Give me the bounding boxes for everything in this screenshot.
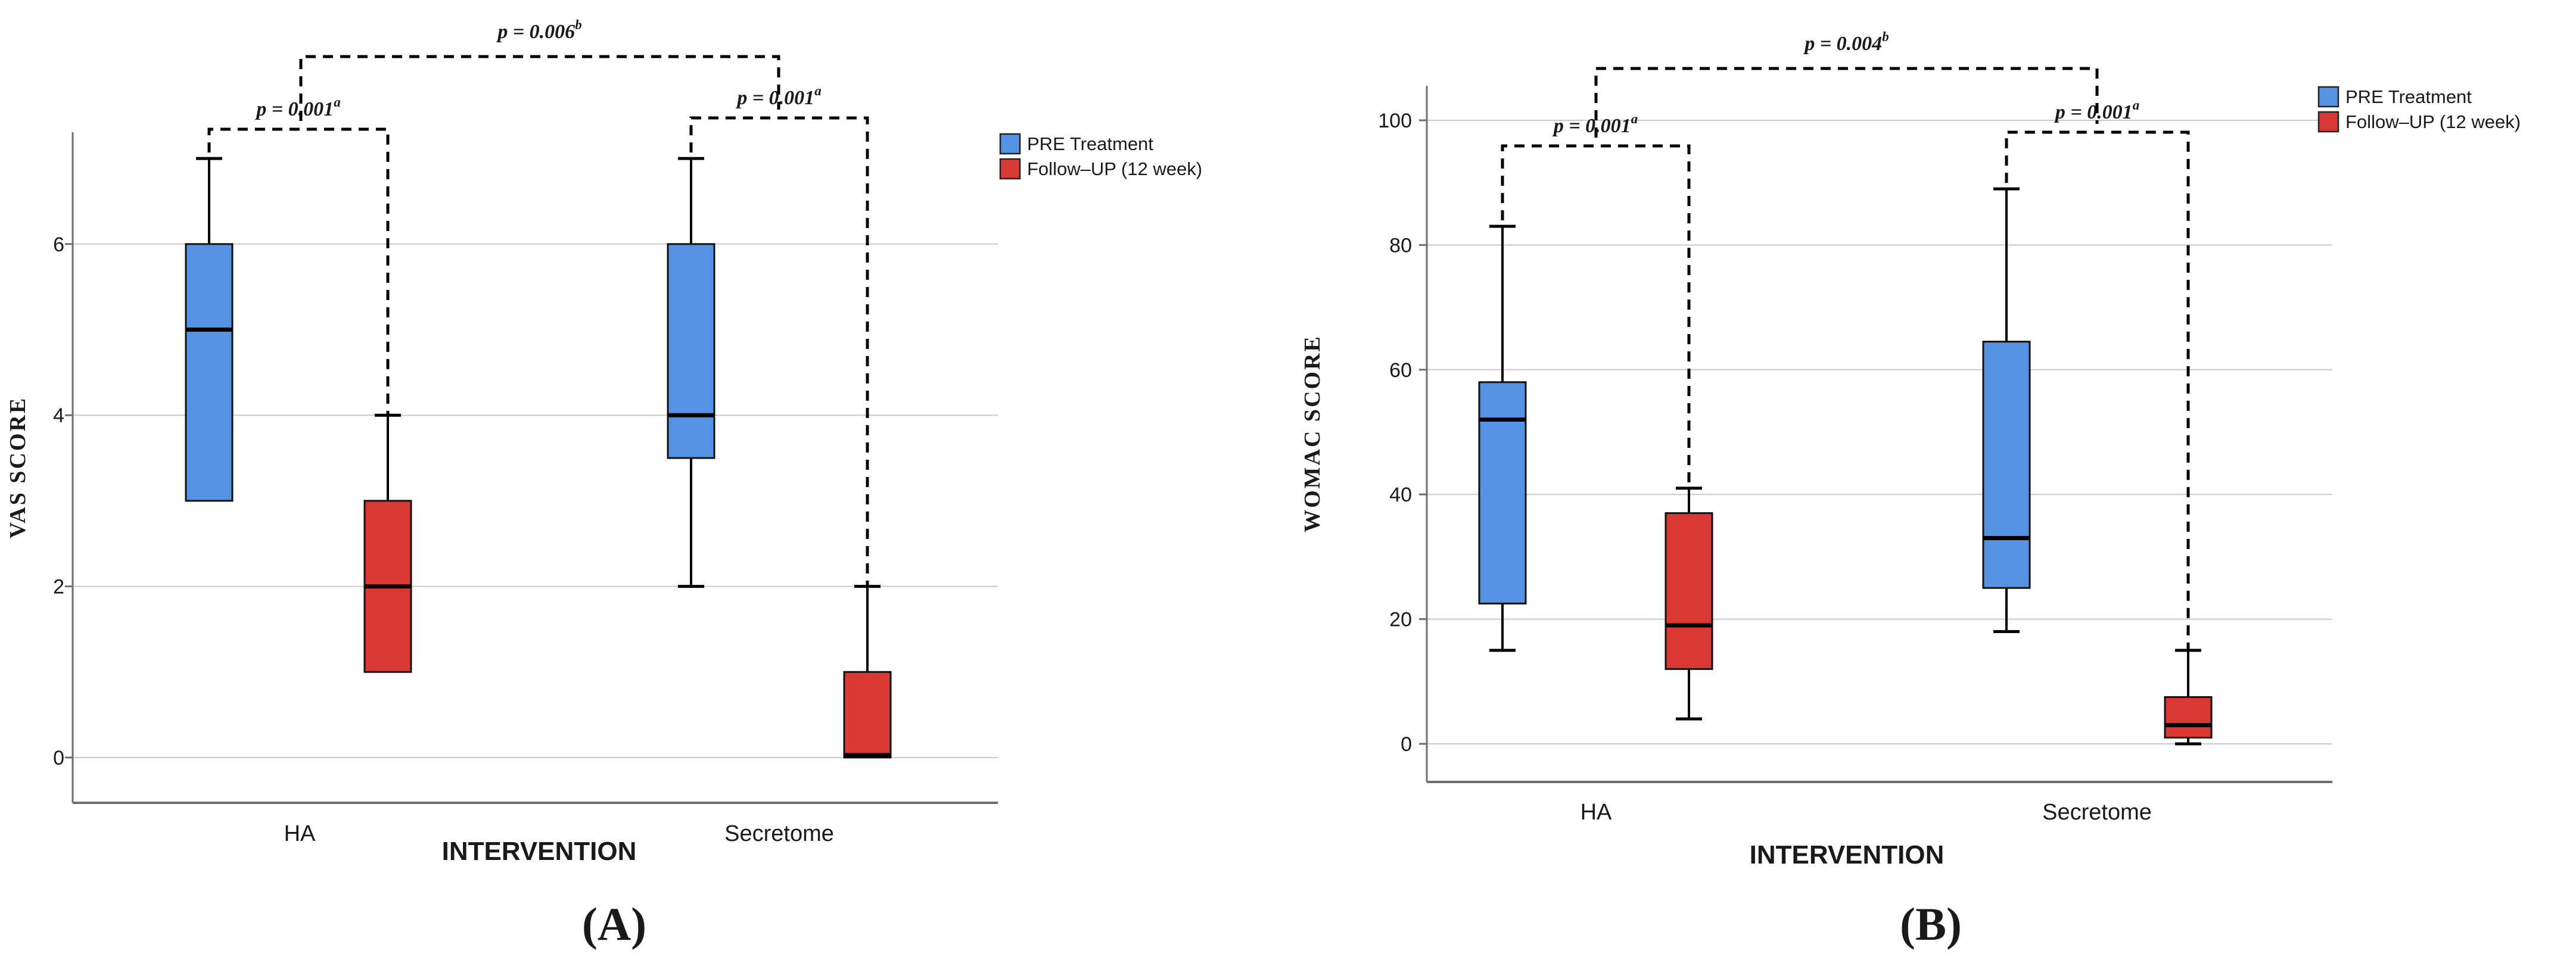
legend-label-PRE: PRE Treatment — [2345, 86, 2472, 107]
box-Follow–UP-Secretome — [2164, 696, 2213, 739]
p-value-label-HA: p = 0.001a — [254, 95, 340, 120]
panel-caption: (B) — [1900, 898, 1962, 950]
legend-label-Follow–UP: Follow–UP (12 week) — [1027, 158, 1202, 179]
legend-label-Follow–UP: Follow–UP (12 week) — [2345, 111, 2521, 132]
box-PRE-Secretome — [667, 243, 715, 459]
legend-swatch-Follow–UP — [2317, 111, 2339, 133]
p-value-label-cross: p = 0.004b — [1803, 29, 1889, 55]
pair-bracket-HA — [1501, 144, 1691, 488]
y-tick-label-0: 0 — [53, 747, 64, 769]
pair-bracket-HA — [207, 127, 390, 416]
pair-bracket-Secretome — [2005, 130, 2190, 650]
legend-label-PRE: PRE Treatment — [1027, 133, 1153, 154]
legend-swatch-PRE — [2317, 86, 2339, 108]
box-PRE-HA — [1478, 381, 1527, 604]
panel-A: 0 2 4 6 VAS SCORE INTERVENTION (A) HA Secretome p… — [5, 17, 1202, 950]
y-axis-title: VAS SCORE — [5, 397, 30, 539]
y-tick-label-0: 0 — [1401, 733, 1412, 756]
y-tick-label-80: 80 — [1389, 234, 1412, 257]
category-label-Secretome: Secretome — [2042, 800, 2152, 825]
x-axis-title: INTERVENTION — [442, 837, 637, 866]
category-label-Secretome: Secretome — [724, 821, 834, 846]
category-label-HA: HA — [284, 821, 316, 846]
legend-swatch-PRE — [999, 133, 1021, 155]
y-tick-label-20: 20 — [1389, 609, 1412, 631]
box-Follow–UP-HA — [1665, 512, 1713, 670]
cross-bracket — [299, 55, 780, 121]
x-axis-title: INTERVENTION — [1750, 840, 1945, 869]
pair-bracket-Secretome — [689, 116, 869, 587]
y-axis-title: WOMAC SCORE — [1300, 335, 1325, 532]
cross-bracket — [1594, 67, 2099, 138]
legend-swatch-Follow–UP — [999, 158, 1021, 180]
box-Follow–UP-Secretome — [843, 671, 892, 759]
y-tick-label-2: 2 — [53, 576, 64, 599]
y-tick-label-60: 60 — [1389, 359, 1412, 382]
panel-B: 0 20 40 60 80 100 WOMAC SCORE INTERVENTION (B) HA… — [1300, 29, 2521, 950]
y-tick-label-100: 100 — [1378, 110, 1412, 132]
y-tick-label-4: 4 — [53, 404, 64, 427]
panel-caption: (A) — [582, 898, 646, 950]
y-tick-label-40: 40 — [1389, 484, 1412, 506]
box-PRE-HA — [185, 243, 234, 502]
category-label-HA: HA — [1581, 800, 1612, 825]
y-tick-label-6: 6 — [53, 233, 64, 256]
box-PRE-Secretome — [1982, 341, 2031, 589]
p-value-label-cross: p = 0.006b — [496, 17, 581, 43]
